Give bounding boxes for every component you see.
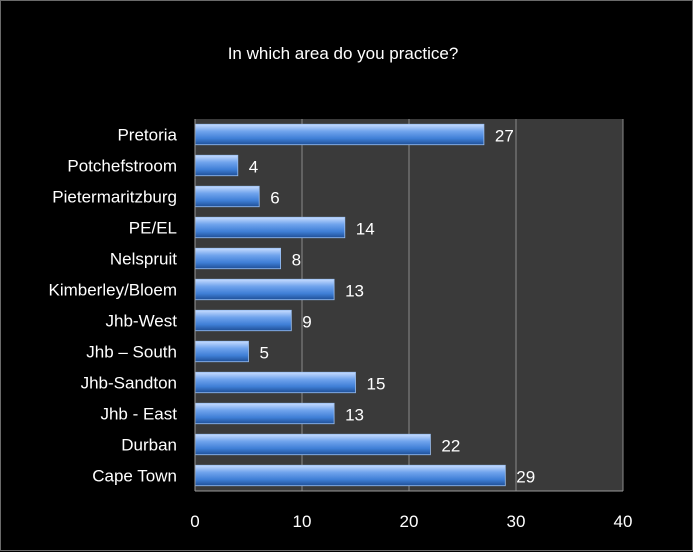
bar <box>194 154 239 177</box>
bar <box>194 123 485 146</box>
bar <box>194 340 249 363</box>
gridlines <box>301 119 624 491</box>
x-axis-ticks: 0 10 20 30 40 <box>190 512 632 531</box>
category-label: PE/EL <box>129 219 177 238</box>
x-tick-label: 10 <box>293 512 312 531</box>
data-label: 27 <box>495 127 514 146</box>
bar <box>194 185 260 208</box>
category-label: Pretoria <box>117 126 177 145</box>
data-label: 6 <box>270 189 279 208</box>
category-label: Durban <box>121 436 177 455</box>
category-labels: Pretoria Potchefstroom Pietermaritzburg PE/… <box>49 126 178 486</box>
category-label: Pietermaritzburg <box>52 188 177 207</box>
bar <box>194 309 292 332</box>
data-label: 22 <box>441 437 460 456</box>
category-label: Jhb – South <box>86 343 177 362</box>
bar <box>194 464 506 487</box>
data-label: 15 <box>367 375 386 394</box>
x-tick-label: 0 <box>190 512 199 531</box>
category-label: Jhb-Sandton <box>81 374 177 393</box>
category-label: Potchefstroom <box>67 157 177 176</box>
bar <box>194 216 346 239</box>
x-tick-label: 20 <box>400 512 419 531</box>
data-label: 13 <box>345 406 364 425</box>
bar <box>194 278 335 301</box>
data-label: 9 <box>302 313 311 332</box>
data-label: 14 <box>356 220 375 239</box>
x-tick-label: 40 <box>614 512 633 531</box>
bars-group <box>194 123 506 487</box>
data-label: 29 <box>516 468 535 487</box>
category-label: Nelspruit <box>110 250 177 269</box>
category-label: Kimberley/Bloem <box>49 281 178 300</box>
category-label: Jhb - East <box>100 405 177 424</box>
bar <box>194 433 431 456</box>
category-label: Jhb-West <box>106 312 178 331</box>
category-label: Cape Town <box>92 467 177 486</box>
x-tick-label: 30 <box>507 512 526 531</box>
data-label: 5 <box>260 344 269 363</box>
data-label: 13 <box>345 282 364 301</box>
chart-title: In which area do you practice? <box>228 44 459 63</box>
data-label: 4 <box>249 158 258 177</box>
bar <box>194 402 335 425</box>
bar <box>194 247 281 270</box>
bar <box>194 371 356 394</box>
data-label: 8 <box>292 251 301 270</box>
